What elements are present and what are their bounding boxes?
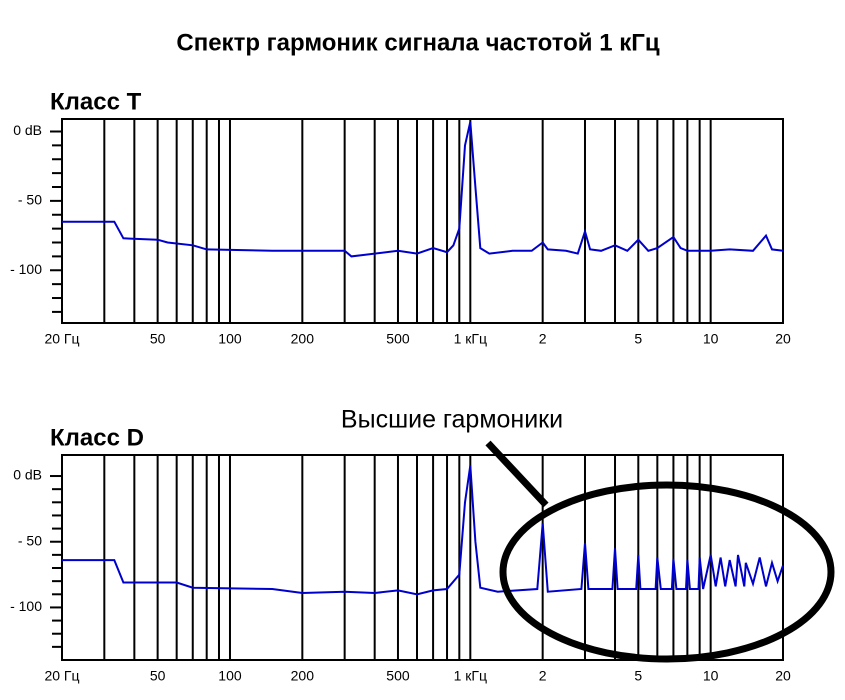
- x-tick-label: 200: [291, 668, 315, 684]
- annotation: Высшие гармоники: [341, 406, 563, 434]
- x-tick-label: 1 кГц: [454, 668, 487, 684]
- annotation-pointer: [485, 440, 549, 508]
- x-tick-label: 2: [539, 331, 547, 347]
- chart-title: Класс T: [50, 88, 142, 115]
- x-tick-label: 50: [150, 331, 166, 347]
- chart-title: Класс D: [50, 424, 144, 451]
- y-tick-label: - 100: [10, 598, 42, 614]
- x-tick-label: 20: [775, 668, 791, 684]
- x-tick-label: 10: [703, 668, 719, 684]
- x-tick-label: 2: [539, 668, 547, 684]
- spectrum-line: [62, 465, 784, 596]
- x-tick-label: 500: [386, 668, 410, 684]
- x-tick-label: 1 кГц: [454, 331, 487, 347]
- plot-frame: [61, 118, 784, 324]
- x-tick-label: 500: [386, 331, 410, 347]
- highlight-ellipse: [499, 481, 835, 663]
- x-tick-label: 5: [634, 668, 642, 684]
- y-tick-label: - 50: [18, 192, 42, 208]
- x-tick-label: 20: [775, 331, 791, 347]
- y-tick-label: 0 dB: [13, 467, 42, 483]
- x-tick-label: 5: [634, 331, 642, 347]
- x-tick-label: 20 Гц: [44, 331, 79, 347]
- x-tick-label: 200: [291, 331, 315, 347]
- x-tick-label: 20 Гц: [44, 668, 79, 684]
- y-tick-label: - 50: [18, 532, 42, 548]
- spectrum-line: [62, 121, 784, 258]
- y-tick-label: 0 dB: [13, 122, 42, 138]
- y-tick-label: - 100: [10, 261, 42, 277]
- x-tick-label: 50: [150, 668, 166, 684]
- page-title: Спектр гармоник сигнала частотой 1 кГц: [176, 29, 659, 56]
- x-tick-label: 100: [218, 668, 242, 684]
- x-tick-label: 100: [218, 331, 242, 347]
- x-tick-label: 10: [703, 331, 719, 347]
